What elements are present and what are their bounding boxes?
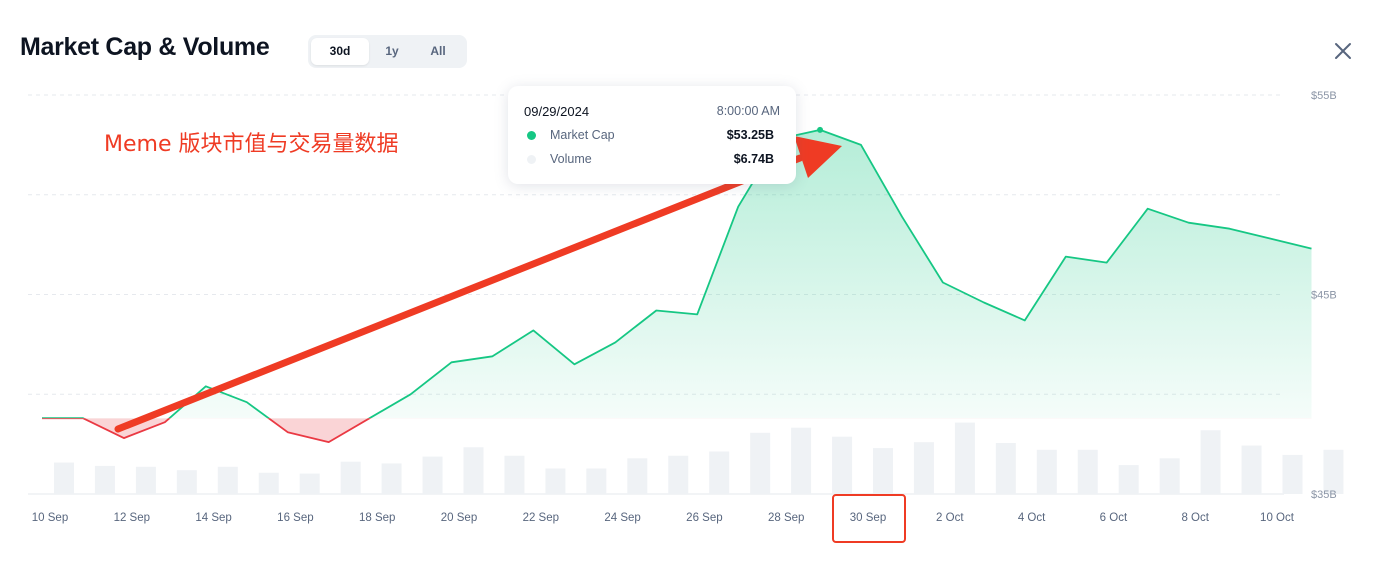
hover-point (817, 126, 824, 133)
range-button-30d[interactable]: 30d (311, 38, 369, 65)
volume-bar (1077, 449, 1098, 494)
volume-bar (176, 470, 197, 494)
x-tick-label: 18 Sep (359, 512, 395, 524)
volume-bar (995, 443, 1016, 494)
x-tick-label: 2 Oct (936, 512, 964, 524)
volume-bar (381, 463, 402, 494)
tooltip-time: 8:00:00 AM (716, 104, 780, 118)
y-tick-label: $55B (1311, 90, 1337, 102)
x-tick-label: 6 Oct (1100, 512, 1128, 524)
highlight-box (832, 494, 906, 543)
volume-bar (94, 465, 115, 494)
x-tick-label: 28 Sep (768, 512, 804, 524)
range-button-1y[interactable]: 1y (385, 44, 399, 58)
tooltip-row-volume: Volume $6.74B (524, 151, 774, 169)
volume-bar (1282, 454, 1303, 494)
x-tick-label: 26 Sep (686, 512, 722, 524)
market-cap-dot-icon (527, 131, 536, 140)
volume-bar (1159, 458, 1180, 494)
x-tick-label: 20 Sep (441, 512, 477, 524)
tooltip-label: Volume (550, 152, 592, 166)
volume-bar (545, 468, 566, 494)
tooltip-date: 09/29/2024 (524, 104, 590, 119)
x-tick-label: 10 Oct (1260, 512, 1295, 524)
volume-bar (54, 462, 74, 494)
volume-bar (1118, 465, 1139, 494)
volume-bar (586, 468, 607, 494)
volume-bar (422, 456, 443, 494)
market-cap-area-up (42, 129, 1312, 419)
volume-bar (954, 422, 975, 494)
time-range-selector: 30d 1y All (308, 35, 467, 68)
range-button-all[interactable]: All (430, 44, 446, 58)
volume-bar (913, 442, 934, 494)
x-tick-label: 16 Sep (277, 512, 313, 524)
x-tick-label: 30 Sep (850, 512, 886, 524)
close-button[interactable] (1332, 40, 1354, 62)
volume-bar (258, 472, 279, 494)
x-tick-label: 24 Sep (604, 512, 640, 524)
x-tick-label: 8 Oct (1181, 512, 1209, 524)
volume-bar (504, 455, 525, 494)
volume-bar (750, 432, 771, 494)
x-tick-label: 14 Sep (195, 512, 231, 524)
tooltip-value: $53.25B (726, 128, 774, 142)
volume-bar (217, 466, 238, 494)
volume-bar (791, 427, 812, 494)
tooltip: 09/29/2024 8:00:00 AM Market Cap $53.25B… (508, 86, 796, 184)
tooltip-value: $6.74B (733, 152, 774, 166)
annotation-arrow-shaft (114, 154, 804, 433)
market-cap-line-up (42, 129, 1312, 419)
x-tick-label: 12 Sep (114, 512, 150, 524)
close-icon (1335, 43, 1351, 59)
volume-bar (340, 461, 361, 494)
tooltip-row-market-cap: Market Cap $53.25B (524, 127, 774, 145)
annotation-arrow-head-icon (794, 136, 842, 178)
volume-bar (873, 448, 893, 494)
volume-bar (1036, 449, 1057, 494)
volume-bar (135, 466, 156, 494)
volume-bar (709, 451, 730, 494)
y-tick-label: $45B (1311, 290, 1337, 302)
volume-bar (1241, 445, 1262, 494)
annotation-text: Meme 版块市值与交易量数据 (104, 132, 399, 157)
y-tick-label: $35B (1311, 489, 1337, 501)
volume-bar (463, 447, 484, 494)
x-tick-label: 4 Oct (1018, 512, 1046, 524)
volume-bar (627, 458, 648, 494)
volume-bar (1323, 449, 1344, 494)
chart-title: Market Cap & Volume (20, 33, 270, 61)
x-tick-label: 22 Sep (523, 512, 559, 524)
tooltip-label: Market Cap (550, 128, 615, 142)
volume-bar (668, 455, 689, 494)
volume-dot-icon (527, 155, 536, 164)
volume-bar (832, 436, 853, 494)
volume-bar (299, 473, 320, 494)
x-tick-label: 10 Sep (32, 512, 68, 524)
volume-bar (1200, 430, 1221, 494)
